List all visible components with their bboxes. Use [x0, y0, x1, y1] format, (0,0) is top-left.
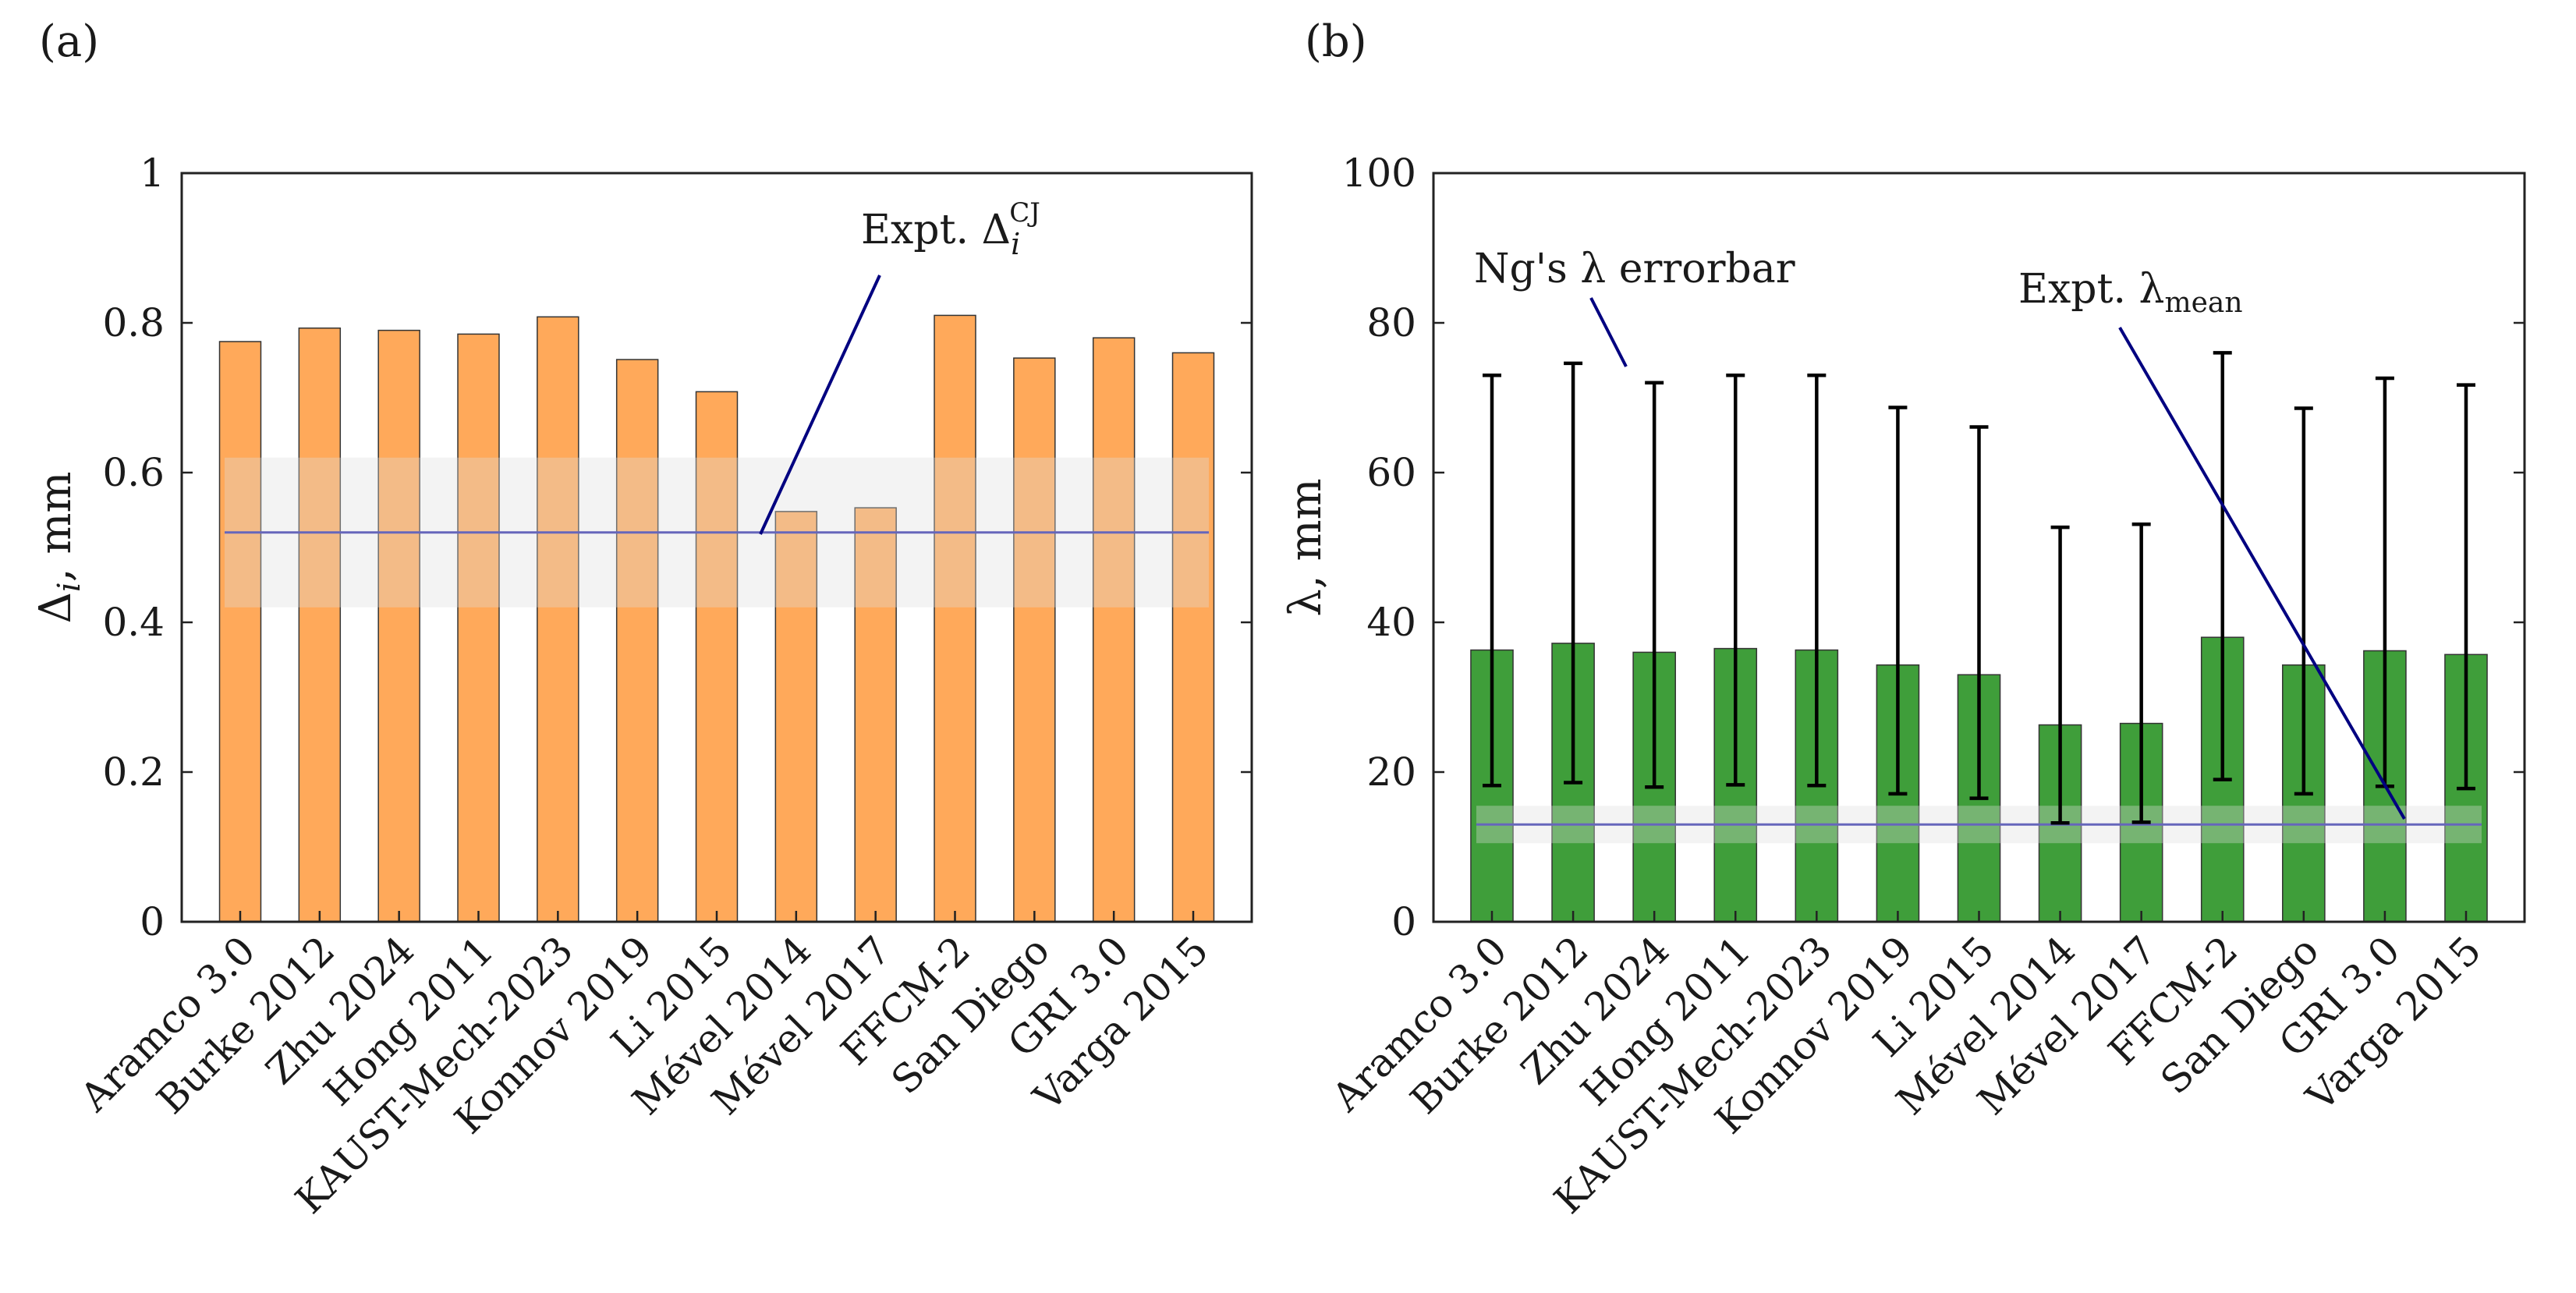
annotation-arrow-errorbar: [1589, 297, 1628, 367]
bar-m-vel-2014: [774, 511, 818, 923]
y-tick-label: 40: [1366, 600, 1416, 645]
annotation-main: Expt. λ: [2018, 266, 2164, 313]
y-tick-label: 0: [140, 899, 165, 944]
annotation-errorbar: Ng's λ errorbar: [1474, 246, 1795, 292]
y-axis-label: Δi, mm: [30, 471, 87, 623]
y-axis-label-sub: i: [51, 582, 87, 592]
bar-konnov-2019: [615, 359, 659, 923]
y-tick-label: 0.8: [102, 300, 165, 345]
bar-kaust-mech-2023: [537, 316, 579, 923]
bar-zhu-2024: [377, 329, 420, 923]
y-tick-label: 0: [1391, 899, 1416, 944]
y-tick-label: 0.2: [102, 749, 165, 795]
error-bar: [1564, 361, 1583, 785]
bar-li-2015: [695, 391, 739, 923]
bar-varga-2015: [1171, 352, 1215, 923]
panel-label: (a): [39, 16, 99, 67]
panel-label: (b): [1305, 16, 1367, 67]
y-tick-label: 1: [140, 151, 165, 196]
error-bar: [2457, 383, 2475, 791]
bar-burke-2012: [298, 327, 342, 923]
annotation-sub: i: [1011, 227, 1020, 261]
error-bar: [1969, 425, 1989, 800]
y-tick-label: 0.4: [102, 600, 165, 645]
bar-ffcm-2: [934, 314, 976, 923]
annotation-expt-delta: Expt. ΔiCJ: [861, 197, 1040, 261]
annotation-sup: CJ: [1009, 197, 1040, 228]
y-axis-label: λ, mm: [1281, 478, 1331, 616]
y-tick-label: 60: [1366, 450, 1416, 495]
annotation-main: Expt. Δ: [861, 207, 1011, 253]
y-tick-label: 0.6: [102, 450, 165, 495]
error-bar: [2050, 525, 2070, 825]
bar-m-vel-2017: [854, 507, 897, 923]
y-tick-label: 20: [1366, 749, 1416, 795]
annotation-sub: mean: [2164, 287, 2242, 319]
error-bar: [2213, 351, 2232, 781]
bar-gri-3-0: [1092, 337, 1136, 923]
y-tick-label: 100: [1342, 151, 1416, 196]
bar-san-diego: [1013, 357, 1056, 923]
error-bar: [2294, 406, 2313, 796]
y-tick-label: 80: [1366, 300, 1416, 345]
y-axis-label-symbol: Δ: [30, 592, 81, 623]
annotation-arrow-lambda: [2118, 326, 2406, 820]
error-bar: [1483, 373, 1501, 788]
bar-hong-2011: [457, 333, 500, 923]
error-bar: [1645, 381, 1664, 789]
error-bar: [1726, 373, 1745, 787]
bar-aramco-3-0: [218, 341, 262, 923]
error-bar: [2131, 522, 2151, 824]
y-axis-label-unit: , mm: [30, 471, 81, 582]
error-bar: [1807, 373, 1827, 788]
annotation-arrow: [759, 275, 881, 535]
error-bar: [1888, 406, 1908, 796]
annotation-lambda-mean: Expt. λmean: [2018, 266, 2243, 319]
